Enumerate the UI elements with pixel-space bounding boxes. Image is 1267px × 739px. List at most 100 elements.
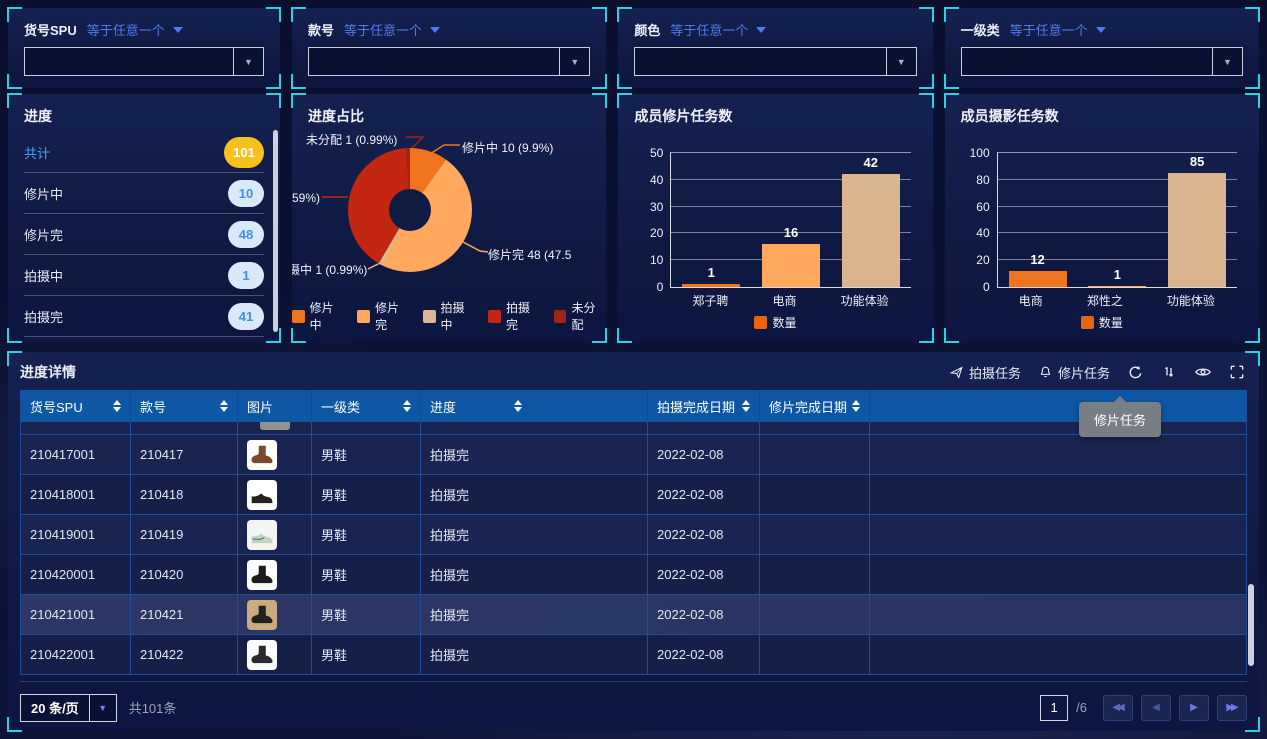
col-header-shoot-date[interactable]: 拍摄完成日期 (648, 390, 760, 422)
eye-icon[interactable] (1194, 363, 1212, 381)
filter-operator[interactable]: 等于任意一个 (344, 23, 423, 38)
filter-label: 一级类 (960, 23, 1000, 38)
col-header-retouch-date[interactable]: 修片完成日期 (760, 390, 870, 422)
current-page-box[interactable]: 1 (1040, 694, 1069, 721)
toolbar: 拍摄任务 修片任务 (949, 363, 1245, 382)
chevron-down-icon[interactable] (756, 26, 767, 33)
legend-item[interactable]: 数量 (1080, 314, 1123, 331)
progress-item-retouched[interactable]: 修片完 48 (24, 214, 264, 255)
bar-电商[interactable]: 12 (1008, 252, 1067, 287)
bar-功能体验[interactable]: 42 (841, 155, 900, 287)
page-size-select[interactable]: 20 条/页 ▼ (20, 693, 117, 722)
progress-item-shot[interactable]: 拍摄完 41 (24, 296, 264, 337)
sort-carets-icon[interactable] (514, 400, 523, 412)
filter-operator[interactable]: 等于任意一个 (670, 23, 749, 38)
cell-retouch-date (760, 595, 870, 634)
table-row[interactable]: 210417001 210417 男鞋 拍摄完 2022-02-08 (21, 435, 1246, 475)
cell-retouch-date (760, 515, 870, 554)
bar-电商[interactable]: 16 (762, 225, 820, 287)
progress-item-retouching[interactable]: 修片中 10 (24, 173, 264, 214)
filter-label: 货号SPU (24, 23, 77, 38)
legend-item[interactable]: 拍摄完 (488, 299, 540, 333)
product-image[interactable] (247, 519, 277, 550)
progress-list: 共计 101 修片中 10 修片完 48 拍摄中 1 拍摄完 41 (8, 132, 280, 337)
sort-carets-icon[interactable] (403, 400, 411, 412)
table-row[interactable]: 210420001 210420 男鞋 拍摄完 2022-02-08 (21, 555, 1246, 595)
bar-郑性之[interactable]: 1 (1088, 267, 1147, 287)
chevron-down-icon[interactable] (430, 26, 441, 33)
col-header-progress[interactable]: 进度 (421, 390, 648, 422)
filter-select-spu[interactable]: ▼ (24, 47, 264, 76)
scrollbar-thumb[interactable] (1248, 584, 1254, 666)
cell-spu: 210417001 (21, 435, 131, 474)
refresh-icon[interactable] (1127, 364, 1144, 381)
filter-input[interactable] (635, 48, 885, 75)
col-header-category[interactable]: 一级类 (312, 390, 421, 422)
progress-item-total[interactable]: 共计 101 (24, 132, 264, 173)
table-row[interactable]: 210421001 210421 男鞋 拍摄完 2022-02-08 (21, 595, 1246, 635)
filter-input[interactable] (25, 48, 233, 75)
retouch-task-button[interactable]: 修片任务 (1038, 363, 1110, 382)
dropdown-arrow-icon[interactable]: ▼ (885, 48, 916, 75)
bar-功能体验[interactable]: 85 (1168, 154, 1227, 287)
dropdown-arrow-icon[interactable]: ▼ (559, 48, 589, 75)
sort-carets-icon[interactable] (113, 400, 121, 412)
fullscreen-icon[interactable] (1229, 364, 1245, 380)
sort-carets-icon[interactable] (220, 400, 228, 412)
progress-item-shooting[interactable]: 拍摄中 1 (24, 255, 264, 296)
product-image[interactable] (247, 639, 277, 670)
filter-input[interactable] (962, 48, 1212, 75)
col-header-image[interactable]: 图片 (238, 390, 312, 422)
product-image[interactable] (247, 599, 277, 630)
filter-operator[interactable]: 等于任意一个 (1009, 23, 1088, 38)
filter-select-color[interactable]: ▼ (634, 47, 917, 76)
cell-shoot-date: 2022-02-08 (648, 475, 760, 514)
partial-scrolled-row (21, 422, 1246, 435)
donut-chart[interactable] (348, 148, 472, 272)
dropdown-arrow-icon[interactable]: ▼ (233, 48, 263, 75)
scrollbar-thumb[interactable] (273, 130, 278, 332)
cell-progress: 拍摄完 (421, 475, 648, 514)
legend-item[interactable]: 拍摄中 (422, 299, 475, 333)
cell-empty (870, 475, 1246, 514)
col-header-style[interactable]: 款号 (131, 390, 238, 422)
table-row[interactable]: 210418001 210418 男鞋 拍摄完 2022-02-08 (21, 475, 1246, 515)
legend-item[interactable]: 未分配 (553, 299, 606, 333)
last-page-button[interactable]: ▶▶ (1217, 694, 1247, 721)
filter-operator[interactable]: 等于任意一个 (86, 23, 165, 38)
next-page-button[interactable]: ▶ (1179, 694, 1209, 721)
first-page-button[interactable]: ◀◀ (1103, 694, 1133, 721)
filter-input[interactable] (309, 48, 559, 75)
legend-item[interactable]: 修片中 (292, 299, 344, 333)
cell-style-no: 210419 (131, 515, 238, 554)
sort-icon[interactable] (1161, 364, 1177, 380)
sort-carets-icon[interactable] (852, 400, 860, 412)
dropdown-arrow-icon[interactable]: ▼ (1212, 48, 1242, 75)
prev-page-button[interactable]: ◀ (1141, 694, 1171, 721)
legend-item[interactable]: 数量 (754, 314, 797, 331)
product-image[interactable] (247, 559, 277, 590)
product-image[interactable] (247, 439, 277, 470)
chevron-down-icon[interactable] (172, 26, 183, 33)
col-header-spu[interactable]: 货号SPU (21, 390, 131, 422)
cell-image (238, 475, 312, 514)
table-row[interactable]: 210422001 210422 男鞋 拍摄完 2022-02-08 (21, 635, 1246, 675)
product-image[interactable] (247, 479, 277, 510)
legend-item[interactable]: 修片完 (357, 299, 409, 333)
chevron-down-icon[interactable] (1095, 26, 1106, 33)
table-header: 货号SPU 款号 图片 一级类 进度 拍摄完成日期 修片完成日期 (21, 390, 1246, 422)
shoe-icon (251, 605, 273, 623)
bar-郑子聘[interactable]: 1 (682, 265, 741, 287)
cell-retouch-date (760, 435, 870, 474)
cell-style-no: 210421 (131, 595, 238, 634)
table-row[interactable]: 210419001 210419 男鞋 拍摄完 2022-02-08 (21, 515, 1246, 555)
sort-carets-icon[interactable] (742, 400, 750, 412)
bell-icon (1038, 365, 1053, 380)
shoot-task-button[interactable]: 拍摄任务 (949, 363, 1021, 382)
pie-label-shot: : 41 (40.59%) (292, 191, 320, 205)
filter-select-style[interactable]: ▼ (308, 47, 591, 76)
dropdown-arrow-icon[interactable]: ▼ (88, 694, 116, 721)
filter-select-category[interactable]: ▼ (960, 47, 1243, 76)
panel-title: 成员摄影任务数 (960, 108, 1059, 124)
cell-spu: 210419001 (21, 515, 131, 554)
